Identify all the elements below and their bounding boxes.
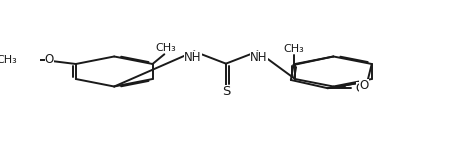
Text: O: O <box>45 53 54 66</box>
Text: CH₃: CH₃ <box>283 43 304 53</box>
Text: S: S <box>222 85 230 98</box>
Text: CH₃: CH₃ <box>0 55 17 65</box>
Text: O: O <box>359 79 369 92</box>
Text: NH: NH <box>184 51 202 64</box>
Text: O: O <box>356 82 365 95</box>
Text: NH: NH <box>250 51 267 64</box>
Text: CH₃: CH₃ <box>155 43 176 53</box>
